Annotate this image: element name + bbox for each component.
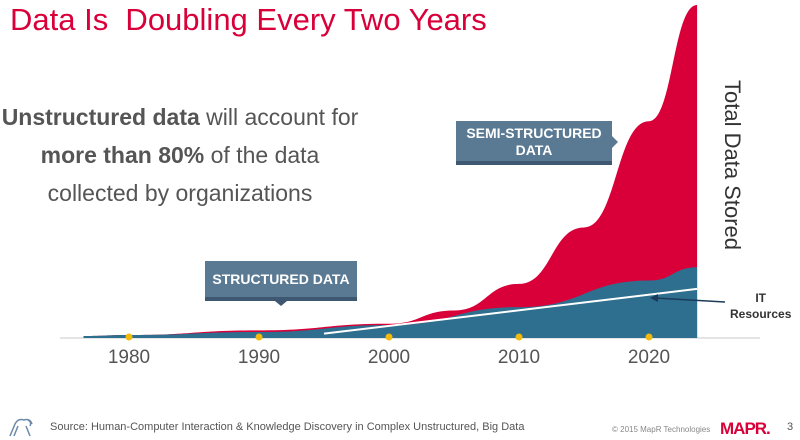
semi-structured-label: SEMI-STRUCTURED DATA — [456, 121, 612, 165]
x-tick-label: 2010 — [497, 347, 541, 368]
it-resources-label: IT Resources — [730, 290, 791, 322]
x-tick-label: 2020 — [627, 347, 671, 368]
claim-text-4: of the data collected by organizations — [47, 142, 320, 206]
slide-title: Data Is Doubling Every Two Years — [10, 2, 487, 37]
copyright: © 2015 MapR Technologies — [612, 425, 711, 434]
claim-text: Unstructured data will account for more … — [0, 98, 360, 212]
data-growth-chart — [60, 5, 760, 341]
x-tick-marker — [255, 333, 263, 341]
y-axis-label: Total Data Stored — [720, 80, 745, 250]
structured-pointer-icon — [275, 301, 287, 306]
x-tick-marker — [645, 333, 653, 341]
x-tick-marker — [385, 333, 393, 341]
source-citation: Source: Human-Computer Interaction & Kno… — [50, 421, 525, 433]
it-arrowhead-icon — [650, 294, 658, 302]
claim-bold-2: more than 80% — [40, 142, 205, 168]
x-tick-marker — [125, 333, 133, 341]
it-label-line2: Resources — [730, 307, 792, 321]
x-tick-marker — [515, 333, 523, 341]
x-tick-label: 1990 — [237, 347, 281, 368]
mapr-elephant-icon — [9, 418, 33, 437]
it-label-line1: IT — [755, 291, 767, 305]
semi-pointer-icon — [612, 136, 618, 148]
structured-label: STRUCTURED DATA — [205, 261, 357, 301]
it-arrow — [654, 297, 726, 303]
x-tick-label: 1980 — [107, 347, 151, 368]
x-tick-label: 2000 — [367, 347, 411, 368]
mapr-logo: MAPR. — [720, 419, 771, 438]
page-number: 3 — [787, 421, 794, 433]
structured-area — [83, 267, 698, 338]
it-resources-line — [323, 287, 698, 335]
claim-text-2: will account for — [199, 104, 359, 130]
claim-bold-1: Unstructured data — [1, 104, 200, 130]
